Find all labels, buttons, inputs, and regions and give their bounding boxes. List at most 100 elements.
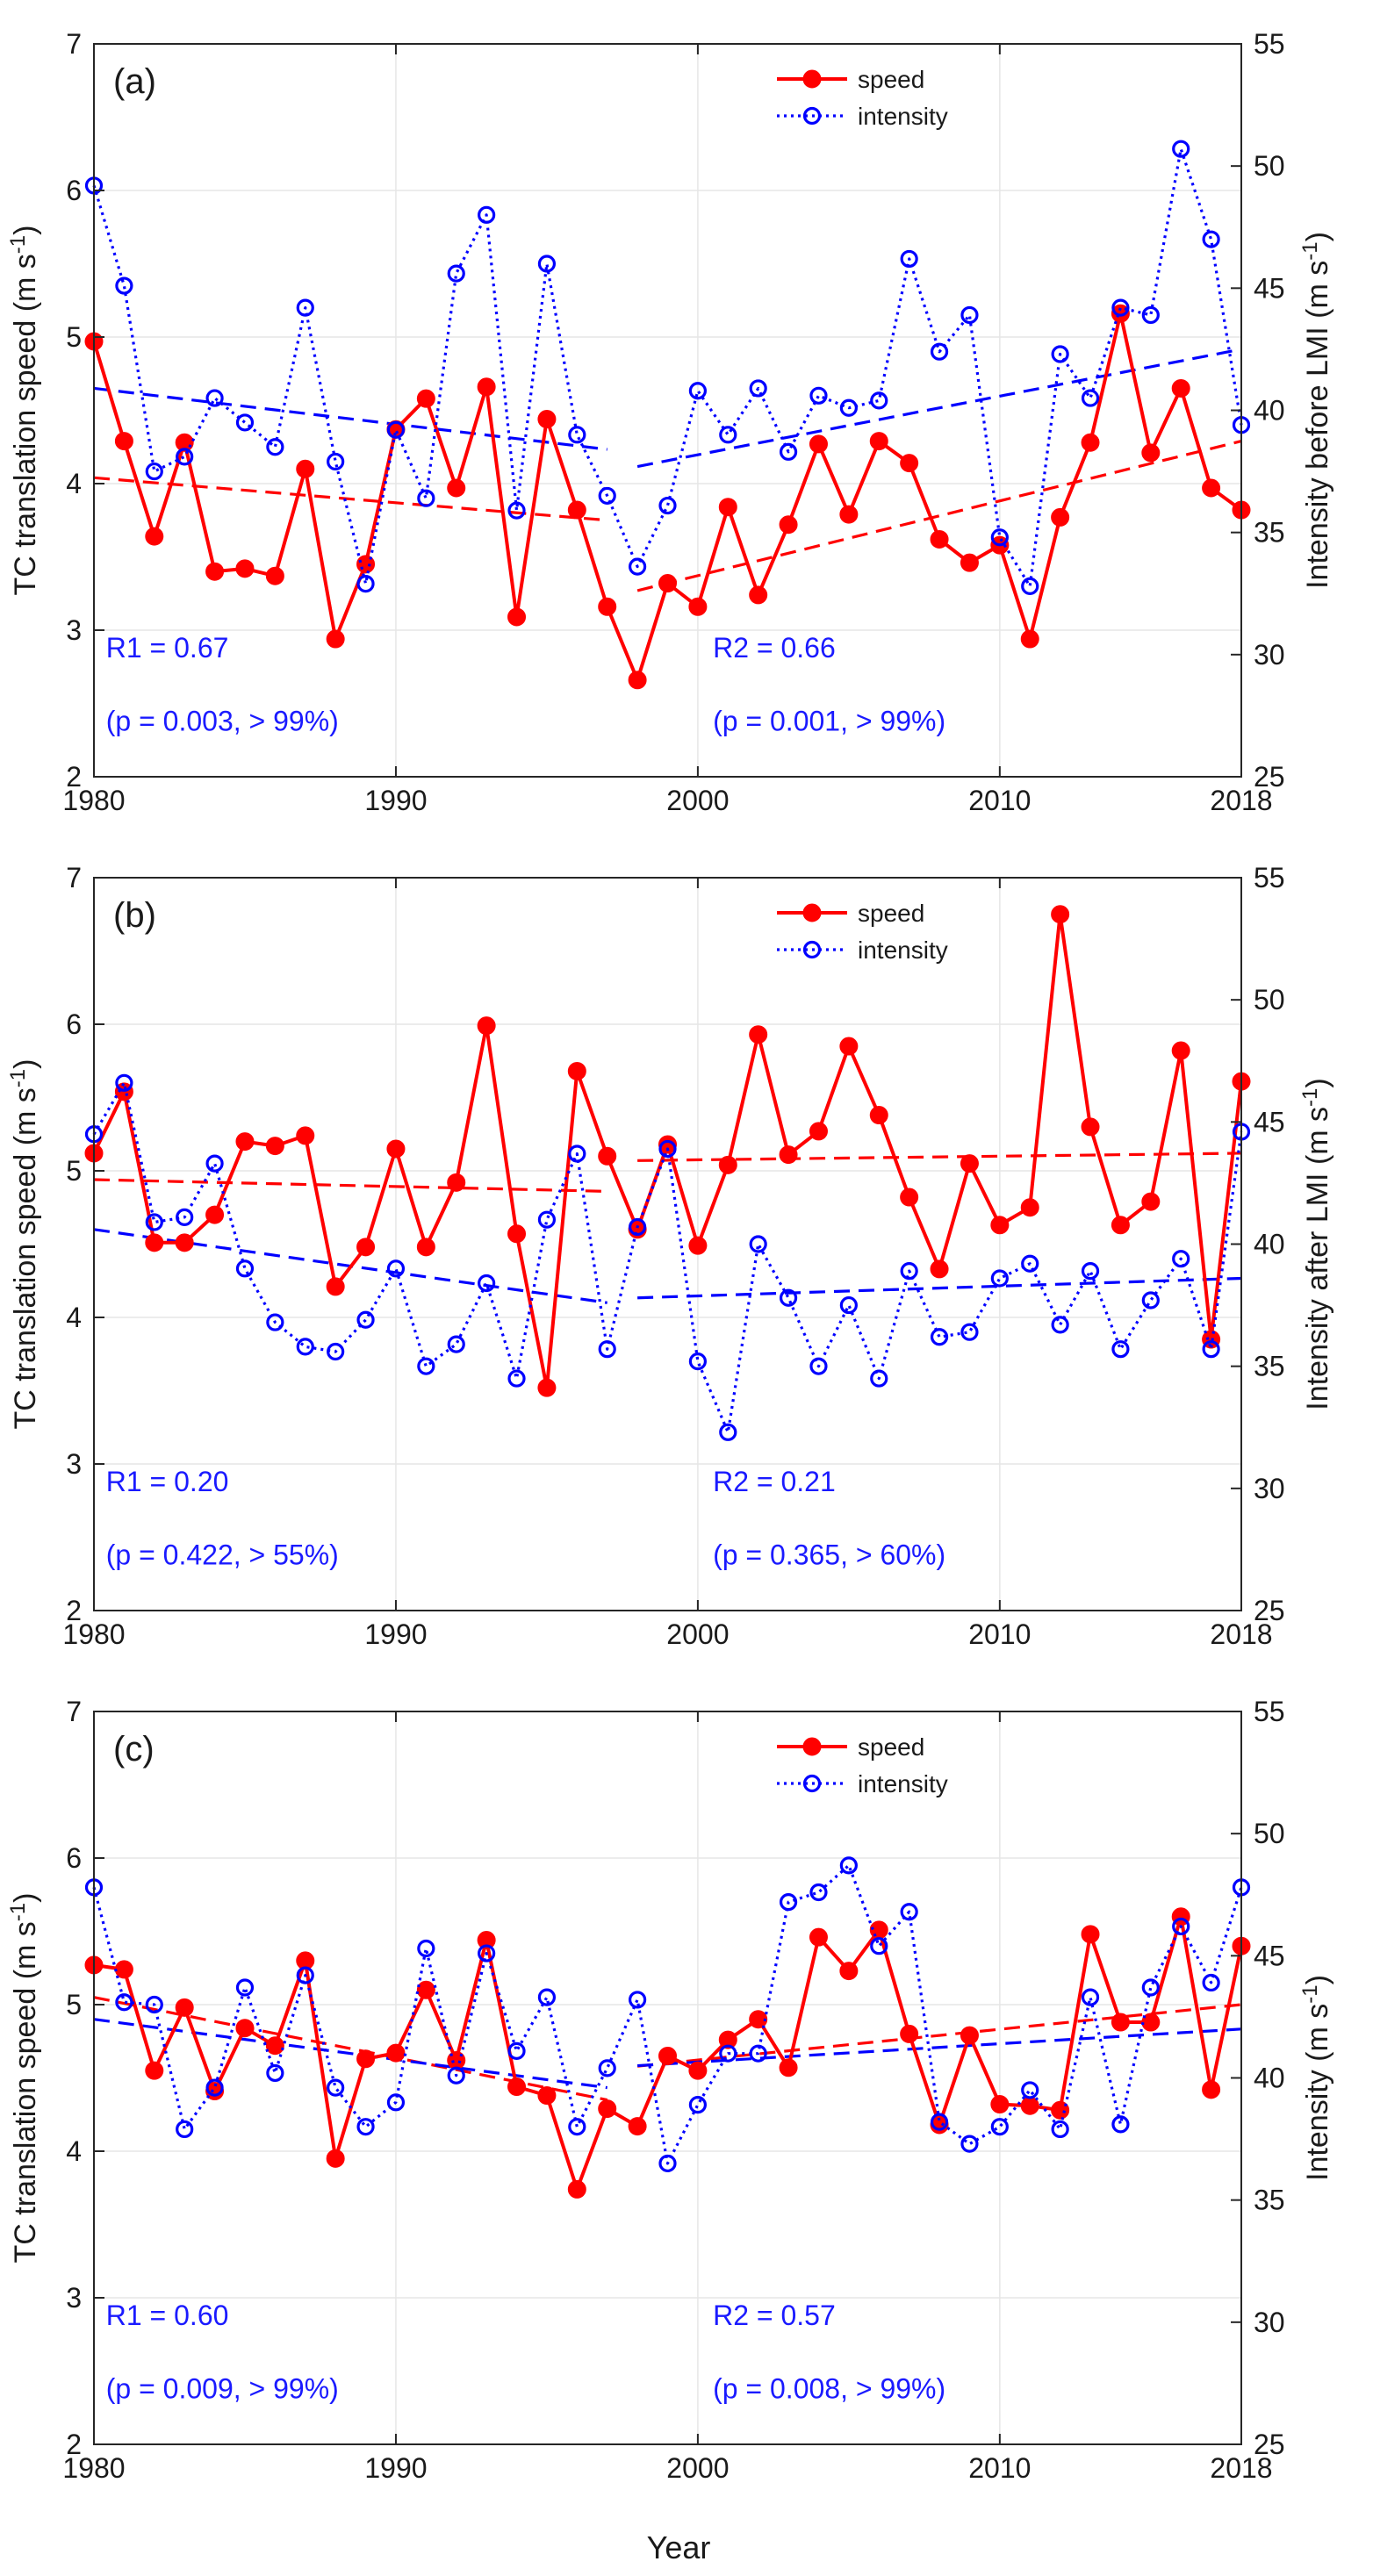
stat-annotation: (p = 0.003, > 99%): [106, 706, 339, 737]
intensity-point: [235, 1978, 255, 1997]
speed-point: [809, 434, 828, 454]
y-axis-title: TC translation speed (m s-1): [6, 1059, 42, 1430]
speed-point: [567, 1061, 586, 1080]
speed-point: [869, 1106, 888, 1125]
speed-point: [447, 1173, 466, 1192]
speed-point: [326, 2149, 345, 2168]
speed-point: [507, 2077, 527, 2097]
stat-annotation: (p = 0.001, > 99%): [713, 706, 945, 737]
speed-point: [749, 1025, 768, 1044]
x-tick-label: 2000: [666, 2452, 729, 2484]
intensity-point: [417, 489, 435, 507]
speed-point: [1111, 2013, 1130, 2032]
intensity-point: [1021, 577, 1039, 596]
speed-point: [567, 2179, 586, 2199]
speed-point: [235, 2019, 255, 2038]
speed-point: [598, 597, 617, 616]
y2-axis-title: Intensity after LMI (m s-1): [1298, 1078, 1334, 1410]
y-tick-label: 6: [66, 1008, 82, 1040]
speed-point: [839, 1962, 859, 1981]
y-tick-label: 7: [66, 1696, 82, 1727]
intensity-point: [1202, 1340, 1220, 1359]
intensity-point: [478, 205, 496, 224]
speed-point: [1081, 1925, 1100, 1944]
intensity-point: [478, 1944, 496, 1962]
intensity-point: [930, 342, 949, 361]
x-tick-label: 1980: [62, 1618, 125, 1650]
speed-point: [839, 1037, 859, 1056]
x-tick-label: 1990: [364, 1618, 427, 1650]
intensity-point: [507, 2041, 526, 2060]
intensity-point: [809, 1883, 828, 1902]
intensity-point: [960, 1323, 979, 1341]
speed-point: [1171, 1041, 1190, 1060]
intensity-point: [386, 420, 406, 439]
x-tick-label: 2018: [1210, 785, 1272, 816]
panel-b: 1980 1990 2000 2010 201823456725303540455055…: [6, 862, 1334, 1650]
intensity-point: [1021, 2081, 1039, 2099]
intensity-point: [1111, 1340, 1130, 1359]
intensity-point: [1141, 1978, 1160, 1997]
intensity-point: [629, 557, 647, 576]
y-tick-label: 4: [66, 1302, 82, 1333]
panel-a: 1980 1990 2000 2010 201823456725303540455055…: [6, 28, 1334, 816]
intensity-point: [629, 1217, 647, 1237]
y-tick-label: 7: [66, 862, 82, 893]
intensity-series-line: [92, 1081, 1243, 1434]
speed-point: [900, 1188, 919, 1207]
intensity-point: [688, 1352, 707, 1371]
intensity-point: [356, 1310, 375, 1329]
intensity-point: [658, 1139, 677, 1159]
panels: 1980 1990 2000 2010 201823456725303540455055…: [6, 28, 1334, 2484]
speed-point: [688, 1236, 708, 1255]
intensity-point: [266, 2063, 284, 2083]
legend-speed-label: speed: [858, 900, 924, 927]
speed-point: [1202, 2080, 1221, 2099]
speed-point: [507, 607, 527, 627]
intensity-point: [145, 1995, 163, 2014]
speed-point: [960, 2026, 979, 2045]
intensity-point: [1021, 1254, 1039, 1273]
speed-point: [386, 2043, 406, 2063]
intensity-point: [176, 1208, 194, 1226]
speed-point: [1141, 443, 1161, 463]
panel-label: (c): [113, 1730, 155, 1769]
intensity-point: [839, 1295, 858, 1315]
y2-tick-label: 25: [1254, 761, 1285, 793]
intensity-point: [1141, 1291, 1160, 1310]
x-tick-label: 1980: [62, 785, 125, 816]
y-axis-title: TC translation speed (m s-1): [6, 1893, 42, 2264]
intensity-point: [447, 1335, 465, 1353]
speed-point: [628, 671, 647, 690]
intensity-point: [1202, 230, 1220, 248]
speed-point: [718, 1155, 737, 1174]
intensity-point: [598, 2059, 616, 2077]
speed-point: [477, 1016, 496, 1036]
intensity-point: [1172, 140, 1190, 158]
stat-annotation: (p = 0.365, > 60%): [713, 1539, 945, 1571]
y2-tick-label: 45: [1254, 272, 1285, 304]
speed-point: [356, 1238, 376, 1257]
speed-point: [658, 2046, 677, 2065]
speed-point: [114, 432, 133, 451]
stat-annotation: (p = 0.422, > 55%): [106, 1539, 339, 1571]
speed-point: [718, 498, 737, 517]
speed-point: [326, 629, 345, 649]
speed-point: [205, 2082, 225, 2101]
y2-tick-label: 40: [1254, 395, 1285, 427]
speed-point: [718, 2030, 737, 2049]
intensity-point: [1081, 1988, 1100, 2006]
intensity-point: [688, 2096, 707, 2114]
speed-point: [1020, 629, 1039, 649]
speed-point: [175, 433, 194, 452]
y-tick-label: 2: [66, 1595, 82, 1626]
intensity-point: [719, 2044, 737, 2063]
intensity-point: [447, 2066, 465, 2084]
intensity-point: [447, 264, 465, 283]
speed-point: [296, 459, 315, 478]
intensity-point: [779, 442, 798, 461]
intensity-point: [296, 1338, 314, 1356]
y-tick-label: 5: [66, 1155, 82, 1187]
speed-point: [567, 500, 586, 520]
